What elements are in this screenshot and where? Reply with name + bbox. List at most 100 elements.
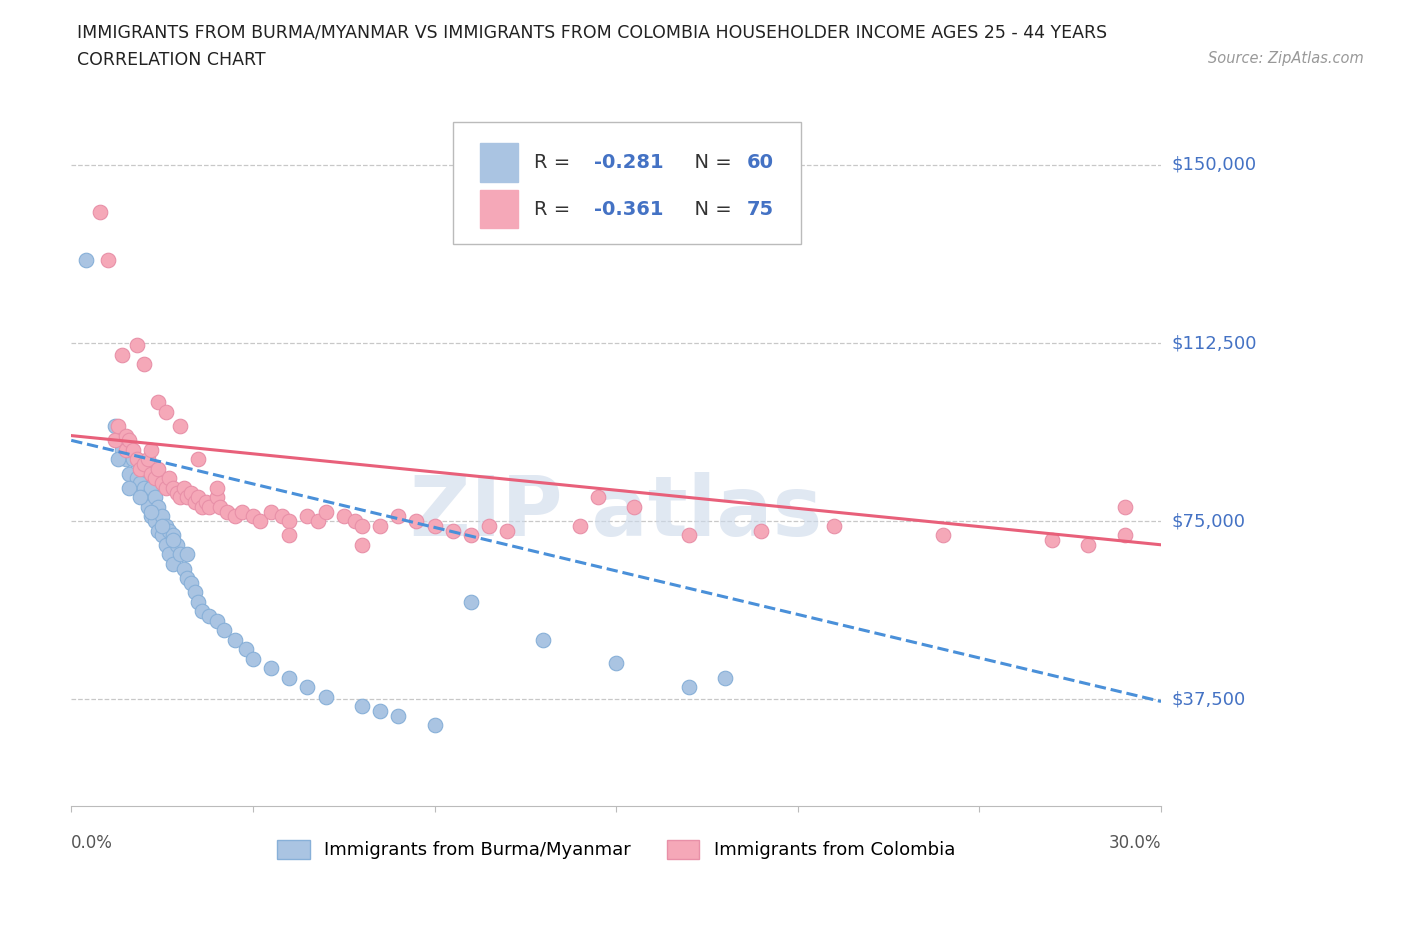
Point [271,509,294,524]
Point [150,509,173,524]
Point [315,689,337,704]
Text: N =: N = [682,200,738,219]
Point [605,656,627,671]
Point [132,357,155,372]
Point [387,709,409,724]
Point [155,538,177,552]
Bar [479,190,517,229]
Point [180,576,202,591]
Point [184,495,207,510]
Point [423,518,446,533]
Point [368,703,391,718]
Text: Source: ZipAtlas.com: Source: ZipAtlas.com [1208,51,1364,66]
Text: ZIP atlas: ZIP atlas [411,472,823,553]
Text: N =: N = [682,153,738,172]
Point [114,443,136,458]
Point [278,513,301,528]
Point [157,471,180,485]
Point [176,571,198,586]
Point [104,418,127,433]
Point [169,547,191,562]
Point [714,671,737,685]
Point [166,485,188,500]
Point [315,504,337,519]
FancyBboxPatch shape [453,122,801,244]
Point [1114,499,1136,514]
Point [141,509,163,524]
Point [278,528,301,543]
Text: CORRELATION CHART: CORRELATION CHART [77,51,266,69]
Point [350,518,373,533]
Point [148,499,170,514]
Text: IMMIGRANTS FROM BURMA/MYANMAR VS IMMIGRANTS FROM COLOMBIA HOUSEHOLDER INCOME AGE: IMMIGRANTS FROM BURMA/MYANMAR VS IMMIGRA… [77,23,1108,41]
Point [148,523,170,538]
Point [441,523,464,538]
Point [205,613,228,628]
Point [198,608,221,623]
Point [125,452,148,467]
Point [1040,533,1063,548]
Point [242,509,264,524]
Point [148,461,170,476]
Point [187,594,209,609]
Point [180,485,202,500]
Point [162,528,184,543]
Point [350,698,373,713]
Point [143,513,166,528]
Point [278,671,301,685]
Point [155,518,177,533]
Point [122,443,145,458]
Point [586,490,609,505]
Point [387,509,409,524]
Bar [479,143,517,181]
Point [307,513,329,528]
Point [136,452,159,467]
Point [157,547,180,562]
Text: -0.361: -0.361 [595,200,664,219]
Point [478,518,501,533]
Point [129,490,152,505]
Point [678,680,700,695]
Point [242,651,264,666]
Text: $150,000: $150,000 [1173,156,1257,174]
Point [405,513,427,528]
Point [249,513,271,528]
Point [568,518,591,533]
Text: $37,500: $37,500 [1173,690,1246,708]
Point [169,490,191,505]
Point [107,432,129,447]
Point [150,518,173,533]
Point [533,632,555,647]
Text: $112,500: $112,500 [1173,334,1257,352]
Point [141,466,163,481]
Point [212,623,235,638]
Point [132,481,155,496]
Point [162,481,184,496]
Point [136,499,159,514]
Point [173,481,195,496]
Point [150,475,173,490]
Point [118,466,141,481]
Point [89,205,111,219]
Point [150,528,173,543]
Point [162,556,184,571]
Point [932,528,955,543]
Point [143,490,166,505]
Point [132,457,155,472]
Point [114,428,136,443]
Point [187,490,209,505]
Point [205,481,228,496]
Point [129,461,152,476]
Point [191,604,214,618]
Point [125,338,148,352]
Point [162,533,184,548]
Point [176,547,198,562]
Point [496,523,519,538]
Point [191,499,214,514]
Point [132,490,155,505]
Point [173,561,195,576]
Point [224,509,246,524]
Point [231,504,253,519]
Point [823,518,845,533]
Point [235,642,257,657]
